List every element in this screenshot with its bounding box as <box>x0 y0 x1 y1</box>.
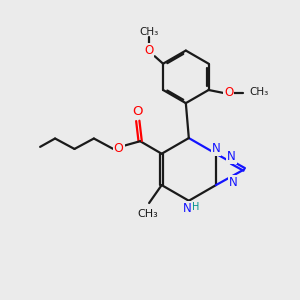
Text: O: O <box>114 142 124 154</box>
Text: N: N <box>229 176 237 189</box>
Text: H: H <box>192 202 199 212</box>
Text: N: N <box>212 142 220 155</box>
Text: N: N <box>183 202 192 215</box>
Text: CH₃: CH₃ <box>139 27 158 37</box>
Text: O: O <box>144 44 153 57</box>
Text: O: O <box>224 86 233 99</box>
Text: O: O <box>133 105 143 119</box>
Text: N: N <box>227 151 236 164</box>
Text: CH₃: CH₃ <box>250 87 269 98</box>
Text: CH₃: CH₃ <box>137 209 158 219</box>
